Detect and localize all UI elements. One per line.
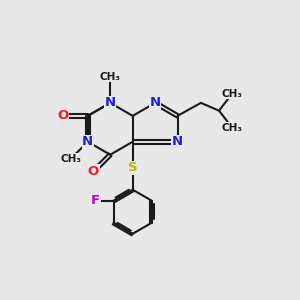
Text: F: F bbox=[91, 194, 100, 207]
Text: O: O bbox=[88, 165, 99, 178]
Text: N: N bbox=[172, 135, 183, 148]
Text: N: N bbox=[82, 135, 93, 148]
Text: N: N bbox=[105, 96, 116, 110]
Text: N: N bbox=[150, 96, 161, 110]
Text: CH₃: CH₃ bbox=[61, 154, 82, 164]
Text: CH₃: CH₃ bbox=[221, 122, 242, 133]
Text: O: O bbox=[58, 109, 69, 122]
Text: S: S bbox=[128, 161, 137, 174]
Text: CH₃: CH₃ bbox=[100, 72, 121, 82]
Text: CH₃: CH₃ bbox=[221, 89, 242, 99]
